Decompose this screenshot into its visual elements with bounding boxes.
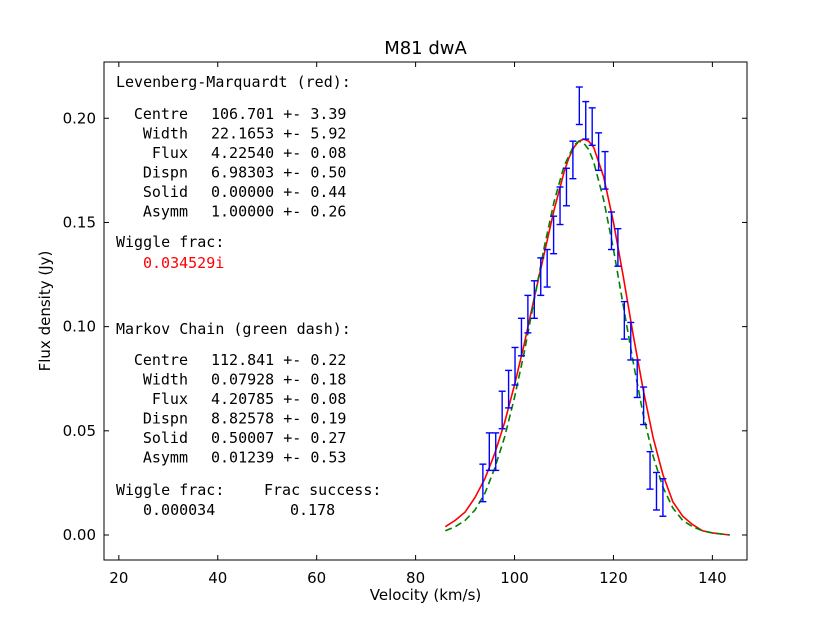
mc-param-label: Solid — [143, 429, 188, 447]
x-tick-label: 60 — [307, 569, 326, 587]
mc-param-label: Flux — [152, 390, 188, 408]
y-tick-label: 0.00 — [63, 526, 96, 544]
y-tick-label: 0.10 — [63, 318, 96, 336]
mc-wiggle-value: 0.000034 — [143, 501, 215, 519]
lm-param-value: 22.1653 +- 5.92 — [211, 125, 346, 143]
x-tick-label: 40 — [208, 569, 227, 587]
error-bar — [485, 432, 493, 472]
lm-param-label: Flux — [152, 144, 188, 162]
error-bar — [569, 140, 577, 180]
mc-param-value: 112.841 +- 0.22 — [211, 351, 346, 369]
mc-param-value: 0.01239 +- 0.53 — [211, 449, 346, 467]
x-axis-label: Velocity (km/s) — [370, 586, 481, 604]
error-bar — [575, 86, 583, 126]
error-bar — [582, 100, 590, 140]
error-bar — [550, 215, 558, 255]
error-bar — [517, 317, 525, 357]
error-bar — [505, 369, 513, 409]
x-tick-label: 80 — [406, 569, 425, 587]
error-bar — [543, 248, 551, 288]
mc-param-value: 0.50007 +- 0.27 — [211, 429, 346, 447]
error-bar — [652, 471, 660, 511]
lm-param-label: Centre — [134, 105, 188, 123]
lm-param-label: Width — [143, 125, 188, 143]
lm-param-value: 6.98303 +- 0.50 — [211, 164, 346, 182]
plot-frame — [103, 61, 748, 561]
lm-param-value: 1.00000 +- 0.26 — [211, 203, 346, 221]
error-bar — [607, 211, 615, 251]
mc-param-value: 4.20785 +- 0.08 — [211, 390, 346, 408]
error-bar — [595, 132, 603, 172]
error-bar — [659, 478, 667, 517]
lm-wiggle-value: 0.034529i — [143, 254, 224, 272]
levenberg-marquardt-fit-line — [444, 138, 730, 536]
error-bar — [530, 280, 538, 319]
x-tick-label: 100 — [500, 569, 529, 587]
lm-param-label: Asymm — [143, 203, 188, 221]
error-bar — [562, 167, 570, 207]
mc-param-label: Centre — [134, 351, 188, 369]
mc-header: Markov Chain (green dash): — [116, 320, 351, 338]
error-bar — [588, 107, 596, 147]
error-bar — [627, 321, 635, 361]
error-bar — [620, 300, 628, 340]
error-bar — [601, 150, 609, 190]
lm-header: Levenberg-Marquardt (red): — [116, 73, 351, 91]
lm-wiggle-label: Wiggle frac: — [116, 233, 224, 251]
mc-wiggle-label: Wiggle frac: — [116, 481, 224, 499]
error-bar — [633, 359, 641, 399]
error-bar — [492, 432, 500, 472]
mc-param-label: Asymm — [143, 449, 188, 467]
error-bar — [646, 450, 654, 490]
error-bar — [511, 346, 519, 386]
y-tick-label: 0.20 — [63, 109, 96, 127]
lm-param-value: 0.00000 +- 0.44 — [211, 183, 346, 201]
y-tick-label: 0.05 — [63, 422, 96, 440]
mc-success-label: Frac success: — [264, 481, 381, 499]
error-bar — [524, 294, 532, 334]
error-bar — [537, 257, 545, 297]
error-bar — [556, 186, 564, 226]
mc-param-value: 0.07928 +- 0.18 — [211, 371, 346, 389]
lm-param-label: Dispn — [143, 164, 188, 182]
x-tick-label: 120 — [599, 569, 628, 587]
mc-success-value: 0.178 — [290, 501, 335, 519]
error-bar — [498, 390, 506, 430]
y-tick-label: 0.15 — [63, 213, 96, 231]
mc-param-label: Dispn — [143, 410, 188, 428]
lm-param-value: 4.22540 +- 0.08 — [211, 144, 346, 162]
x-tick-label: 20 — [109, 569, 128, 587]
markov-chain-fit-line — [444, 140, 730, 536]
error-bar — [479, 463, 487, 503]
mc-param-value: 8.82578 +- 0.19 — [211, 410, 346, 428]
chart-title: M81 dwA — [384, 38, 467, 59]
mc-param-label: Width — [143, 371, 188, 389]
lm-param-value: 106.701 +- 3.39 — [211, 105, 346, 123]
error-bar — [640, 386, 648, 426]
y-axis-label: Flux density (Jy) — [36, 251, 54, 372]
error-bar — [614, 227, 622, 267]
lm-param-label: Solid — [143, 183, 188, 201]
x-tick-label: 140 — [698, 569, 727, 587]
